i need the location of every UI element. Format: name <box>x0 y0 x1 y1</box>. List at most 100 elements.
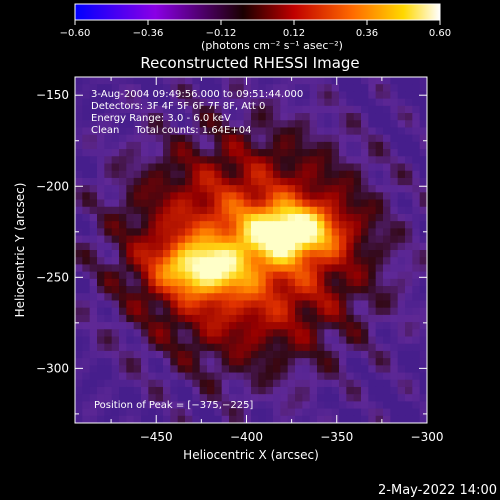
heatmap-cell <box>75 84 83 93</box>
heatmap-cell <box>75 199 83 208</box>
heatmap-cell <box>280 271 289 280</box>
heatmap-cell <box>390 271 399 280</box>
heatmap-cell <box>324 401 333 410</box>
heatmap-cell <box>119 120 127 129</box>
axis-ticks: −450 −400 −350 −300−150−200−250−300 <box>36 77 443 444</box>
heatmap-cell <box>405 271 413 280</box>
heatmap-cell <box>273 199 281 208</box>
heatmap-cell <box>258 113 267 121</box>
heatmap-cell <box>89 314 98 323</box>
heatmap-cell <box>405 120 413 129</box>
heatmap-cell <box>295 192 303 201</box>
heatmap-cell <box>155 141 164 150</box>
heatmap-cell <box>199 408 208 417</box>
heatmap-cell <box>214 213 223 222</box>
heatmap-cell <box>192 401 201 410</box>
heatmap-cell <box>375 91 384 100</box>
heatmap-cell <box>397 91 406 100</box>
heatmap-cell <box>199 336 208 345</box>
heatmap-cell <box>397 329 406 338</box>
heatmap-cell <box>119 105 127 114</box>
heatmap-cell <box>361 358 369 366</box>
heatmap-cell <box>265 401 274 410</box>
heatmap-cell <box>397 336 406 345</box>
heatmap-cell <box>405 358 413 366</box>
heatmap-cell <box>251 141 259 150</box>
heatmap-cell <box>141 408 149 417</box>
heatmap-cell <box>383 379 391 388</box>
heatmap-cell <box>331 221 340 229</box>
heatmap-cell <box>104 77 113 85</box>
heatmap-cell <box>126 242 135 251</box>
heatmap-cell <box>302 286 311 294</box>
heatmap-cell <box>111 185 120 193</box>
heatmap-cell <box>141 386 149 395</box>
heatmap-cell <box>170 113 179 121</box>
heatmap-cell <box>390 185 399 193</box>
heatmap-cell <box>163 386 171 395</box>
heatmap-cell <box>361 84 369 93</box>
heatmap-cell <box>419 242 427 251</box>
heatmap-cell <box>397 307 406 316</box>
heatmap-cell <box>397 228 406 237</box>
heatmap-cell <box>243 401 252 410</box>
heatmap-cell <box>148 77 157 85</box>
heatmap-cell <box>324 286 333 294</box>
heatmap-cell <box>258 213 267 222</box>
heatmap-cell <box>155 336 164 345</box>
heatmap-cell <box>126 156 135 165</box>
heatmap-cell <box>258 192 267 201</box>
heatmap-cell <box>397 365 406 374</box>
heatmap-cell <box>185 372 193 381</box>
heatmap-cell <box>317 257 325 266</box>
heatmap-cell <box>265 149 274 157</box>
heatmap-cell <box>383 170 391 179</box>
heatmap-cell <box>104 401 113 410</box>
heatmap-cell <box>258 314 267 323</box>
heatmap-cell <box>207 192 215 201</box>
heatmap-cell <box>111 264 120 273</box>
heatmap-cell <box>221 394 230 402</box>
heatmap-cell <box>82 185 91 193</box>
heatmap-cell <box>199 149 208 157</box>
heatmap-cell <box>229 386 237 395</box>
heatmap-cell <box>280 343 289 352</box>
heatmap-cell <box>265 257 274 266</box>
heatmap-cell <box>97 221 105 229</box>
heatmap-cell <box>185 286 193 294</box>
heatmap-cell <box>287 235 296 244</box>
heatmap-cell <box>265 105 274 114</box>
heatmap-cell <box>397 394 406 402</box>
heatmap-cell <box>82 358 91 366</box>
heatmap-cell <box>346 257 355 266</box>
heatmap-cell <box>390 120 399 129</box>
heatmap-cell <box>324 141 333 150</box>
heatmap-cell <box>199 105 208 114</box>
heatmap-cell <box>221 242 230 251</box>
heatmap-cell <box>192 149 201 157</box>
heatmap-cell <box>368 415 377 423</box>
heatmap-cell <box>126 235 135 244</box>
heatmap-cell <box>192 408 201 417</box>
heatmap-cell <box>133 228 142 237</box>
heatmap-cell <box>309 177 318 186</box>
heatmap-cell <box>383 163 391 172</box>
heatmap-cell <box>243 250 252 258</box>
heatmap-cell <box>214 336 223 345</box>
heatmap-cell <box>192 257 201 266</box>
heatmap-cell <box>280 329 289 338</box>
heatmap-cell <box>141 401 149 410</box>
heatmap-cell <box>97 120 105 129</box>
heatmap-cell <box>331 149 340 157</box>
heatmap-cell <box>207 91 215 100</box>
heatmap-cell <box>155 264 164 273</box>
heatmap-cell <box>368 343 377 352</box>
heatmap-cell <box>97 415 105 423</box>
heatmap-cell <box>192 343 201 352</box>
heatmap-cell <box>309 127 318 136</box>
heatmap-cell <box>155 394 164 402</box>
heatmap-cell <box>75 185 83 193</box>
heatmap-cell <box>353 105 362 114</box>
heatmap-cell <box>339 278 347 287</box>
heatmap-cell <box>317 401 325 410</box>
